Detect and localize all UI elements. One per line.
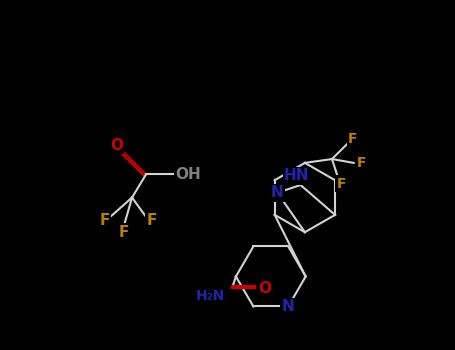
- Text: F: F: [337, 177, 346, 191]
- Text: F: F: [146, 213, 157, 228]
- Text: F: F: [119, 225, 130, 240]
- Text: O: O: [110, 138, 123, 153]
- Text: N: N: [282, 299, 294, 314]
- Text: F: F: [357, 156, 366, 170]
- Text: F: F: [100, 213, 110, 228]
- Text: O: O: [258, 280, 271, 295]
- Text: N: N: [271, 185, 284, 200]
- Text: HN: HN: [284, 168, 309, 183]
- Text: F: F: [348, 132, 358, 146]
- Text: H₂N: H₂N: [196, 289, 225, 303]
- Text: OH: OH: [176, 167, 202, 182]
